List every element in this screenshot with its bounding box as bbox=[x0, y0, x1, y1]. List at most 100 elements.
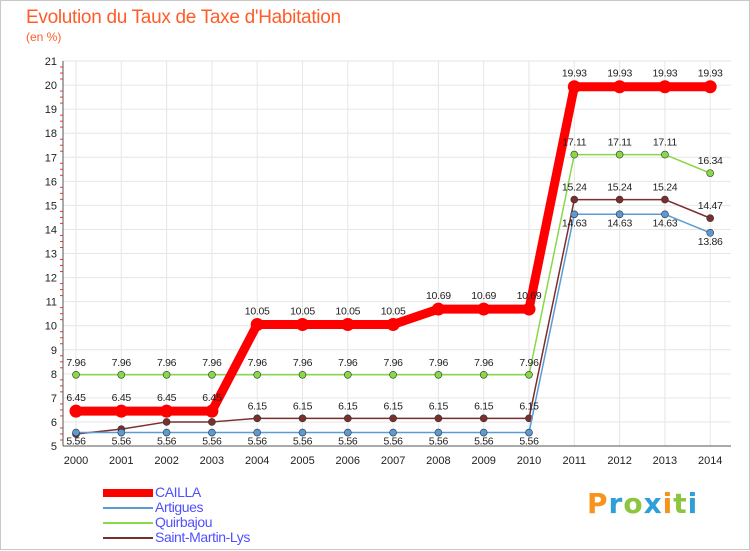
data-label-quirbajou: 7.96 bbox=[474, 357, 494, 369]
data-point-saint-martin-lys bbox=[208, 418, 216, 426]
x-tick-label: 2013 bbox=[653, 455, 677, 467]
data-point-quirbajou bbox=[208, 370, 216, 379]
legend-swatch-saint-martin-lys bbox=[103, 537, 153, 539]
data-point-saint-martin-lys bbox=[298, 414, 307, 423]
data-point-quirbajou bbox=[615, 150, 624, 159]
data-point-artigues bbox=[434, 428, 443, 437]
data-label-saint-martin-lys: 6.15 bbox=[383, 400, 403, 412]
data-point-artigues bbox=[253, 428, 262, 437]
data-label-cailla: 6.45 bbox=[157, 392, 177, 404]
x-tick-label: 2002 bbox=[154, 455, 178, 467]
data-point-artigues bbox=[117, 428, 126, 437]
data-point-quirbajou bbox=[479, 370, 488, 379]
data-point-quirbajou bbox=[434, 370, 443, 379]
data-label-saint-martin-lys: 6.15 bbox=[429, 400, 449, 412]
data-point-quirbajou bbox=[661, 150, 669, 159]
legend-label-cailla: CAILLA bbox=[155, 484, 201, 500]
data-label-cailla: 19.93 bbox=[562, 68, 587, 80]
legend-label-saint-martin-lys: Saint-Martin-Lys bbox=[155, 529, 250, 545]
data-point-artigues bbox=[570, 210, 579, 219]
data-label-saint-martin-lys: 15.24 bbox=[562, 182, 587, 194]
data-label-cailla: 10.05 bbox=[290, 305, 315, 317]
data-label-quirbajou: 7.96 bbox=[338, 357, 358, 369]
data-label-artigues: 14.63 bbox=[607, 217, 632, 229]
y-tick-label: 17 bbox=[45, 152, 57, 164]
data-point-artigues bbox=[661, 210, 669, 219]
data-label-cailla: 6.45 bbox=[202, 392, 222, 404]
legend-swatch-artigues bbox=[103, 507, 153, 509]
data-label-artigues: 5.56 bbox=[66, 436, 86, 448]
data-label-quirbajou: 7.96 bbox=[519, 357, 539, 369]
data-point-saint-martin-lys bbox=[570, 195, 579, 204]
data-point-cailla bbox=[386, 317, 400, 331]
data-label-artigues: 5.56 bbox=[112, 436, 132, 448]
data-point-cailla bbox=[69, 404, 83, 418]
logo-letter: i bbox=[687, 487, 699, 520]
data-label-cailla: 10.69 bbox=[471, 290, 496, 302]
data-label-cailla: 19.93 bbox=[653, 68, 678, 80]
x-tick-label: 2007 bbox=[381, 455, 405, 467]
logo-letter: r bbox=[608, 487, 624, 520]
y-tick-label: 15 bbox=[45, 200, 57, 212]
data-point-saint-martin-lys bbox=[253, 414, 262, 423]
data-point-cailla bbox=[613, 80, 627, 94]
data-label-quirbajou: 7.96 bbox=[66, 357, 86, 369]
data-label-artigues: 13.86 bbox=[698, 236, 723, 248]
logo-letter: i bbox=[662, 487, 674, 520]
data-point-artigues bbox=[389, 428, 397, 437]
data-point-saint-martin-lys bbox=[479, 414, 488, 423]
data-label-quirbajou: 7.96 bbox=[112, 357, 132, 369]
data-label-quirbajou: 7.96 bbox=[202, 357, 222, 369]
data-point-artigues bbox=[343, 428, 352, 437]
data-point-quirbajou bbox=[343, 370, 352, 379]
data-label-quirbajou: 17.11 bbox=[562, 137, 586, 149]
x-tick-label: 2006 bbox=[336, 455, 360, 467]
data-label-artigues: 5.56 bbox=[248, 436, 268, 448]
data-label-artigues: 5.56 bbox=[383, 436, 403, 448]
data-point-artigues bbox=[298, 428, 307, 437]
data-point-artigues bbox=[162, 428, 171, 437]
x-tick-label: 2004 bbox=[245, 455, 269, 467]
data-label-quirbajou: 16.34 bbox=[698, 155, 723, 167]
x-tick-label: 2005 bbox=[290, 455, 314, 467]
logo-letter: P bbox=[587, 487, 609, 520]
chart-subtitle: (en %) bbox=[26, 30, 62, 44]
data-label-cailla: 6.45 bbox=[66, 392, 86, 404]
data-point-cailla bbox=[522, 302, 536, 316]
data-point-saint-martin-lys bbox=[343, 414, 352, 423]
x-tick-label: 2008 bbox=[426, 455, 450, 467]
x-tick-label: 2000 bbox=[64, 455, 88, 467]
data-label-saint-martin-lys: 6.15 bbox=[519, 400, 539, 412]
data-label-artigues: 5.56 bbox=[338, 436, 358, 448]
data-point-saint-martin-lys bbox=[162, 418, 171, 426]
data-label-saint-martin-lys: 6.15 bbox=[248, 400, 268, 412]
y-tick-label: 11 bbox=[46, 297, 57, 309]
data-label-saint-martin-lys: 14.47 bbox=[698, 200, 723, 212]
data-point-saint-martin-lys bbox=[661, 195, 669, 204]
data-label-artigues: 14.63 bbox=[562, 217, 587, 229]
data-label-quirbajou: 17.11 bbox=[608, 137, 632, 149]
x-tick-label: 2014 bbox=[698, 455, 722, 467]
x-tick-label: 2010 bbox=[517, 455, 541, 467]
data-point-artigues bbox=[525, 428, 533, 437]
proxiti-logo: Proxiti bbox=[587, 487, 698, 520]
data-point-artigues bbox=[615, 210, 624, 219]
data-point-quirbajou bbox=[72, 370, 80, 379]
data-label-saint-martin-lys: 6.15 bbox=[474, 400, 494, 412]
y-tick-label: 10 bbox=[45, 321, 57, 333]
data-point-quirbajou bbox=[525, 370, 533, 379]
data-label-quirbajou: 7.96 bbox=[248, 357, 268, 369]
y-tick-label: 21 bbox=[45, 56, 57, 68]
legend-label-quirbajou: Quirbajou bbox=[155, 514, 213, 530]
y-tick-label: 5 bbox=[51, 441, 57, 453]
data-label-saint-martin-lys: 15.24 bbox=[653, 182, 678, 194]
y-tick-label: 18 bbox=[45, 128, 57, 140]
data-label-cailla: 19.93 bbox=[698, 68, 723, 80]
data-label-artigues: 5.56 bbox=[202, 436, 222, 448]
y-tick-label: 12 bbox=[45, 273, 57, 285]
y-tick-label: 14 bbox=[45, 224, 57, 236]
data-label-artigues: 5.56 bbox=[293, 436, 313, 448]
data-label-artigues: 5.56 bbox=[474, 436, 494, 448]
data-point-artigues bbox=[479, 428, 488, 437]
